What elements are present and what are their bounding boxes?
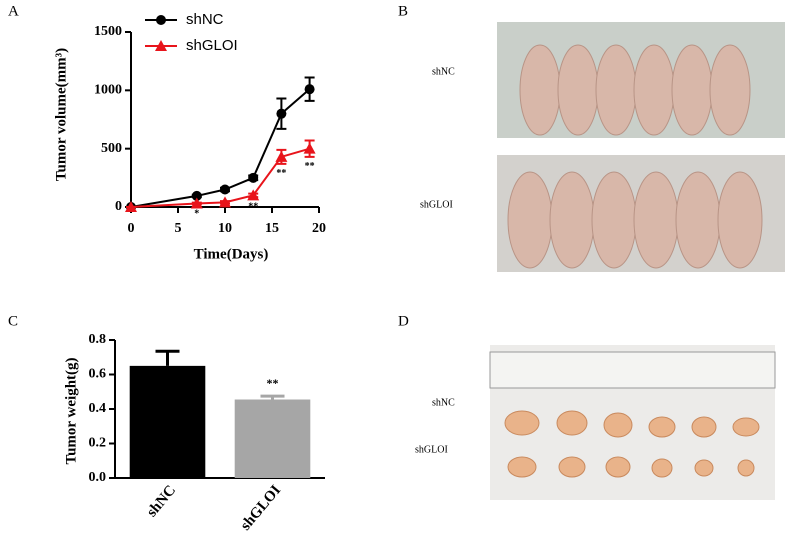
y-tick-label: 0.8	[89, 332, 107, 347]
tumor	[605, 456, 631, 478]
series-line	[130, 88, 311, 208]
tumor	[558, 456, 586, 478]
mouse	[675, 171, 721, 269]
x-tick-label: 5	[175, 221, 182, 236]
x-tick-label: 20	[312, 221, 326, 236]
panel-label: B	[398, 3, 408, 19]
y-tick-label: 0.2	[89, 436, 107, 451]
y-axis-label: Tumor weight(g)	[63, 357, 79, 464]
photo-label: shGLOI	[420, 199, 453, 210]
tumor	[507, 456, 537, 478]
mouse	[557, 44, 599, 136]
tumor	[732, 417, 760, 437]
bar	[129, 365, 206, 478]
x-tick-label: 0	[128, 221, 135, 236]
data-point	[125, 201, 137, 212]
data-point	[247, 189, 260, 201]
ruler	[489, 351, 776, 389]
photo-label: shNC	[432, 66, 455, 77]
legend-marker	[155, 40, 167, 51]
mouse	[717, 171, 763, 269]
y-tick-label: 0.0	[89, 470, 107, 485]
mouse	[709, 44, 751, 136]
x-tick-label: shNC	[144, 482, 179, 520]
photo-b: shNC shGLOI	[420, 22, 785, 272]
data-point	[219, 196, 231, 208]
y-tick-label: 1000	[94, 83, 122, 98]
tumor	[694, 459, 714, 477]
legend-label: shNC	[186, 11, 224, 28]
tumor	[504, 410, 540, 436]
panel-label: A	[8, 3, 19, 19]
data-point	[304, 84, 315, 95]
photo-label: shNC	[432, 397, 455, 408]
photo-label: shGLOI	[415, 444, 448, 455]
significance-label: *	[194, 209, 199, 220]
photo-d: shNC shGLOI	[415, 345, 776, 500]
legend-marker	[156, 15, 166, 25]
significance-label: **	[276, 168, 286, 179]
x-tick-label: 15	[265, 221, 279, 236]
y-axis-label: Tumor volume(mm³)	[53, 48, 69, 181]
data-point	[248, 172, 259, 183]
tumor	[648, 416, 676, 438]
mouse	[595, 44, 637, 136]
tumor	[691, 416, 717, 438]
tumor	[603, 412, 633, 438]
mouse	[507, 171, 553, 269]
data-point	[190, 197, 203, 209]
y-tick-label: 0.6	[89, 367, 107, 382]
y-tick-label: 0	[115, 199, 122, 214]
tumor	[651, 458, 673, 478]
y-tick-label: 1500	[94, 24, 122, 39]
y-tick-label: 0.4	[89, 401, 107, 416]
significance-label: **	[305, 161, 315, 172]
tumor	[737, 459, 755, 477]
error-bar	[155, 349, 180, 366]
error-bar	[260, 394, 285, 400]
panel-label: C	[8, 313, 18, 329]
significance-label: **	[267, 376, 279, 390]
x-tick-label: 10	[218, 221, 232, 236]
series-line	[130, 147, 310, 208]
y-tick-label: 500	[101, 141, 122, 156]
mouse	[519, 44, 561, 136]
data-point	[275, 150, 288, 162]
mouse	[671, 44, 713, 136]
data-point	[191, 190, 202, 201]
significance-label: **	[248, 201, 258, 212]
mouse	[549, 171, 595, 269]
data-point	[303, 142, 316, 154]
legend-label: shGLOI	[186, 37, 238, 54]
data-point	[220, 184, 230, 195]
x-axis-label: Time(Days)	[194, 246, 269, 262]
bar	[234, 399, 311, 478]
mouse	[633, 171, 679, 269]
mouse	[591, 171, 637, 269]
tumor	[556, 410, 588, 436]
x-tick-label: shGLOI	[238, 482, 285, 533]
mouse	[633, 44, 675, 136]
panel-label: D	[398, 313, 409, 329]
data-point	[276, 108, 287, 119]
